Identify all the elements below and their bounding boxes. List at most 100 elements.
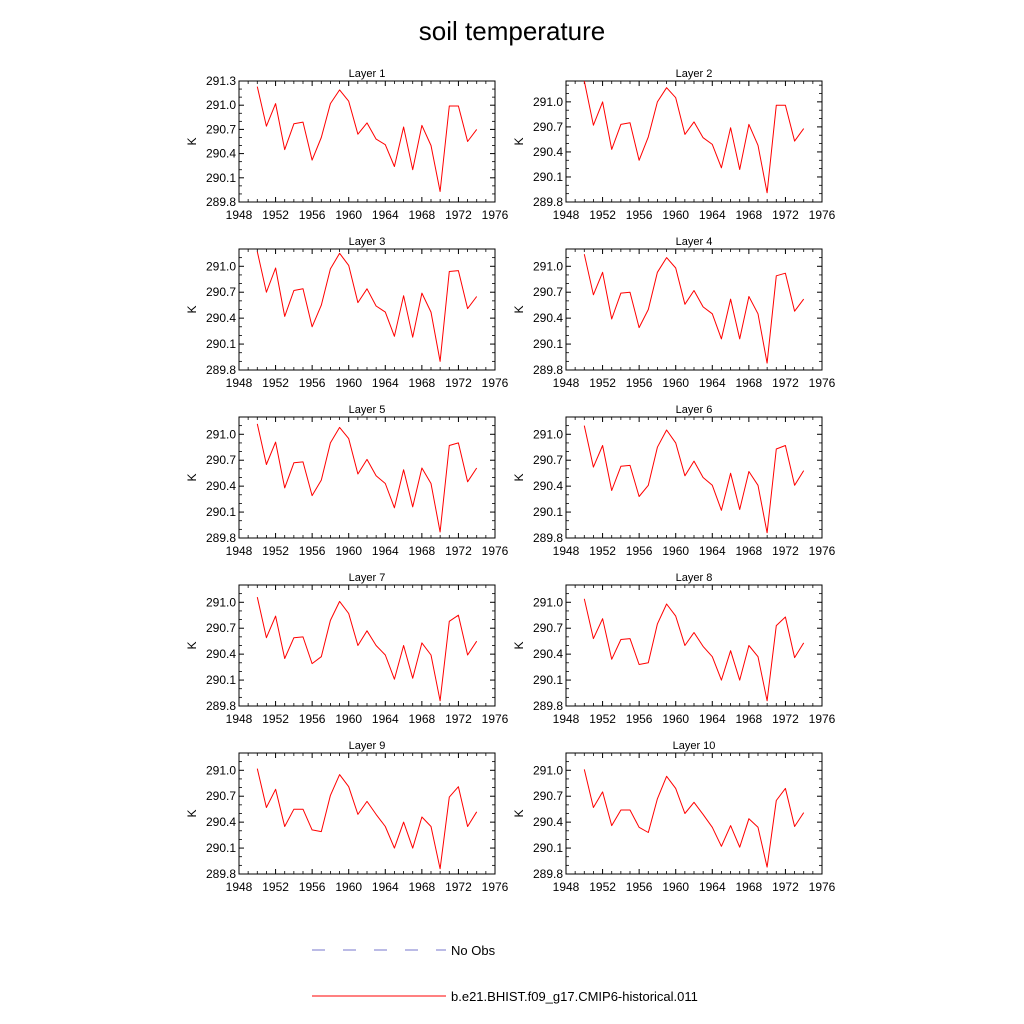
y-axis-label: K bbox=[185, 305, 199, 313]
panel-title: Layer 2 bbox=[676, 68, 713, 80]
x-tick-label: 1952 bbox=[262, 712, 289, 726]
y-tick-label: 290.1 bbox=[533, 337, 563, 351]
x-tick-label: 1976 bbox=[482, 880, 509, 894]
series-line bbox=[583, 254, 805, 364]
x-tick-label: 1968 bbox=[409, 208, 436, 222]
x-tick-label: 1968 bbox=[409, 880, 436, 894]
x-tick-label: 1976 bbox=[482, 208, 509, 222]
panel-layer-10: Layer 10 1948 1952 1956 1960 1964 1968 1972 1976… bbox=[512, 740, 836, 894]
y-tick-label: 290.4 bbox=[206, 311, 236, 325]
x-tick-label: 1948 bbox=[226, 208, 253, 222]
x-tick-label: 1948 bbox=[553, 544, 580, 558]
series-line bbox=[256, 251, 478, 362]
y-axis-label: K bbox=[512, 305, 526, 313]
x-tick-label: 1968 bbox=[736, 544, 763, 558]
y-tick-label: 290.1 bbox=[533, 673, 563, 687]
y-tick-label: 290.7 bbox=[533, 285, 563, 299]
x-tick-label: 1956 bbox=[626, 544, 653, 558]
y-tick-label: 291.0 bbox=[206, 595, 236, 609]
x-tick-label: 1968 bbox=[736, 376, 763, 390]
y-axis-label: K bbox=[185, 809, 199, 817]
x-tick-label: 1964 bbox=[699, 544, 726, 558]
x-tick-label: 1952 bbox=[589, 376, 616, 390]
x-tick-label: 1956 bbox=[299, 880, 326, 894]
y-tick-label: 290.7 bbox=[533, 621, 563, 635]
x-tick-label: 1964 bbox=[372, 544, 399, 558]
panel-grid: Layer 1 1948 1952 1956 1960 1964 1968 1972 1976 2… bbox=[185, 68, 836, 894]
series-line bbox=[256, 768, 478, 870]
x-tick-label: 1960 bbox=[662, 208, 689, 222]
series-line bbox=[583, 80, 805, 194]
y-tick-label: 290.7 bbox=[206, 789, 236, 803]
y-axis-label: K bbox=[512, 473, 526, 481]
y-tick-label: 291.0 bbox=[206, 763, 236, 777]
panel-title: Layer 6 bbox=[676, 404, 713, 416]
y-tick-label: 290.1 bbox=[533, 505, 563, 519]
y-tick-label: 289.8 bbox=[206, 699, 236, 713]
x-tick-label: 1964 bbox=[372, 712, 399, 726]
y-tick-label: 290.7 bbox=[206, 285, 236, 299]
x-tick-label: 1948 bbox=[226, 712, 253, 726]
panel-frame bbox=[238, 248, 496, 371]
panel-frame bbox=[238, 584, 496, 707]
y-axis-label: K bbox=[185, 641, 199, 649]
y-tick-label: 289.8 bbox=[206, 363, 236, 377]
x-tick-label: 1956 bbox=[299, 208, 326, 222]
panel-title: Layer 4 bbox=[676, 236, 713, 248]
x-tick-label: 1964 bbox=[699, 208, 726, 222]
y-tick-label: 290.4 bbox=[533, 145, 563, 159]
panel-title: Layer 1 bbox=[349, 68, 386, 80]
panel-layer-8: Layer 8 1948 1952 1956 1960 1964 1968 1972 1976 2… bbox=[512, 572, 836, 726]
x-tick-label: 1972 bbox=[445, 712, 472, 726]
x-tick-label: 1972 bbox=[445, 880, 472, 894]
y-tick-label: 290.1 bbox=[206, 337, 236, 351]
x-tick-label: 1964 bbox=[372, 208, 399, 222]
series-line bbox=[583, 769, 805, 868]
y-tick-label: 291.0 bbox=[533, 427, 563, 441]
x-tick-label: 1972 bbox=[445, 544, 472, 558]
y-tick-label: 291.3 bbox=[206, 74, 236, 88]
panel-frame bbox=[238, 416, 496, 539]
panel-title: Layer 8 bbox=[676, 572, 713, 584]
x-tick-label: 1972 bbox=[445, 376, 472, 390]
panel-layer-7: Layer 7 1948 1952 1956 1960 1964 1968 1972 1976 2… bbox=[185, 572, 509, 726]
x-tick-label: 1948 bbox=[553, 880, 580, 894]
x-tick-label: 1964 bbox=[372, 376, 399, 390]
x-tick-label: 1956 bbox=[299, 376, 326, 390]
x-tick-label: 1972 bbox=[772, 880, 799, 894]
x-tick-label: 1948 bbox=[553, 376, 580, 390]
x-tick-label: 1952 bbox=[589, 880, 616, 894]
series-line bbox=[256, 423, 478, 533]
y-tick-label: 291.0 bbox=[206, 259, 236, 273]
x-tick-label: 1948 bbox=[226, 544, 253, 558]
x-tick-label: 1972 bbox=[445, 208, 472, 222]
x-tick-label: 1956 bbox=[626, 376, 653, 390]
x-tick-label: 1960 bbox=[662, 376, 689, 390]
x-tick-label: 1968 bbox=[736, 712, 763, 726]
y-tick-label: 289.8 bbox=[206, 867, 236, 881]
x-tick-label: 1976 bbox=[482, 712, 509, 726]
x-tick-label: 1960 bbox=[335, 712, 362, 726]
y-tick-label: 290.7 bbox=[206, 122, 236, 136]
y-tick-label: 290.4 bbox=[533, 647, 563, 661]
y-tick-label: 291.0 bbox=[206, 427, 236, 441]
y-tick-label: 290.7 bbox=[206, 453, 236, 467]
x-tick-label: 1952 bbox=[589, 208, 616, 222]
panel-layer-3: Layer 3 1948 1952 1956 1960 1964 1968 1972 1976 2… bbox=[185, 236, 509, 390]
x-tick-label: 1964 bbox=[699, 712, 726, 726]
x-tick-label: 1960 bbox=[662, 712, 689, 726]
x-tick-label: 1952 bbox=[589, 712, 616, 726]
panel-layer-9: Layer 9 1948 1952 1956 1960 1964 1968 1972 1976 2… bbox=[185, 740, 509, 894]
x-tick-label: 1956 bbox=[626, 208, 653, 222]
x-tick-label: 1948 bbox=[226, 880, 253, 894]
x-tick-label: 1968 bbox=[409, 376, 436, 390]
x-tick-label: 1952 bbox=[262, 376, 289, 390]
x-tick-label: 1952 bbox=[589, 544, 616, 558]
y-tick-label: 290.1 bbox=[206, 505, 236, 519]
x-tick-label: 1960 bbox=[335, 880, 362, 894]
panel-frame bbox=[238, 752, 496, 875]
x-tick-label: 1952 bbox=[262, 208, 289, 222]
y-tick-label: 290.1 bbox=[206, 171, 236, 185]
y-tick-label: 290.4 bbox=[206, 815, 236, 829]
x-tick-label: 1952 bbox=[262, 544, 289, 558]
